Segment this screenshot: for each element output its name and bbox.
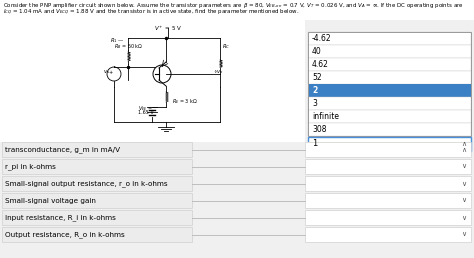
Text: 40: 40 (312, 47, 322, 56)
Text: 1: 1 (312, 140, 317, 149)
Text: 4.62: 4.62 (312, 60, 329, 69)
Bar (0, 142, 471, 157)
Bar (0, 159, 471, 174)
Bar (308, 58, 471, 71)
Text: ∨: ∨ (461, 214, 466, 221)
Text: ∧: ∧ (461, 147, 466, 152)
Text: r_pi in k-ohms: r_pi in k-ohms (5, 163, 56, 170)
Text: Small-signal voltage gain: Small-signal voltage gain (5, 198, 96, 204)
Bar (2, 159, 192, 174)
Bar (308, 32, 471, 45)
Bar (0, 227, 471, 242)
Text: 2: 2 (312, 86, 317, 95)
Bar (308, 45, 471, 58)
Text: $R_E$ = 3 k$\Omega$: $R_E$ = 3 k$\Omega$ (172, 97, 198, 106)
Text: $I_{CQ}$ = 1.04 mA and $V_{ECQ}$ = 1.88 V and the transistor is in active state,: $I_{CQ}$ = 1.04 mA and $V_{ECQ}$ = 1.88 … (3, 8, 300, 17)
Bar (305, 159, 471, 174)
Bar (2, 227, 192, 242)
Text: ∨: ∨ (461, 181, 466, 187)
Text: ∨: ∨ (461, 198, 466, 204)
Text: 3: 3 (312, 99, 317, 108)
Text: 1.65 V: 1.65 V (138, 110, 154, 115)
Text: $V_{EE}$ =: $V_{EE}$ = (138, 104, 153, 113)
Text: transconductance, g_m in mA/V: transconductance, g_m in mA/V (5, 146, 120, 153)
Text: 52: 52 (312, 73, 322, 82)
Text: ∨: ∨ (461, 164, 466, 170)
Text: ∧: ∧ (461, 141, 466, 147)
Bar (0, 210, 471, 225)
Bar (305, 176, 471, 191)
Bar (305, 193, 471, 208)
Bar (308, 123, 471, 136)
Bar (308, 71, 471, 84)
Bar (305, 142, 471, 157)
Text: $R_B$ = 50 k$\Omega$: $R_B$ = 50 k$\Omega$ (114, 42, 143, 51)
Text: -4.62: -4.62 (312, 34, 332, 43)
Bar (0, 176, 471, 191)
Text: $R_1$ —: $R_1$ — (110, 36, 125, 45)
Text: +: + (109, 70, 113, 76)
Bar (2, 142, 192, 157)
Bar (0, 0, 474, 20)
Text: Input resistance, R_i in k-ohms: Input resistance, R_i in k-ohms (5, 214, 116, 221)
Text: Output resistance, R_o in k-ohms: Output resistance, R_o in k-ohms (5, 231, 125, 238)
Text: Consider the PNP amplifier circuit shown below. Assume the transistor parameters: Consider the PNP amplifier circuit shown… (3, 2, 464, 10)
Bar (0, 18, 305, 142)
Text: Small-signal output resistance, r_o in k-ohms: Small-signal output resistance, r_o in k… (5, 180, 168, 187)
Text: $V^+$ = 5 V: $V^+$ = 5 V (154, 24, 182, 33)
Bar (2, 193, 192, 208)
Bar (305, 227, 471, 242)
Bar (2, 176, 192, 191)
Bar (2, 210, 192, 225)
Bar (308, 137, 471, 151)
Bar (305, 210, 471, 225)
Bar (308, 110, 471, 123)
Text: $\circ v_o$: $\circ v_o$ (213, 68, 224, 76)
Text: 308: 308 (312, 125, 327, 134)
Bar (308, 84, 471, 97)
Text: $R_C$: $R_C$ (222, 43, 230, 51)
Text: infinite: infinite (312, 112, 339, 121)
Bar (0, 193, 471, 208)
Bar (308, 97, 471, 110)
Text: $v_s$: $v_s$ (103, 68, 110, 76)
Text: ∨: ∨ (461, 231, 466, 238)
Bar (308, 32, 471, 136)
